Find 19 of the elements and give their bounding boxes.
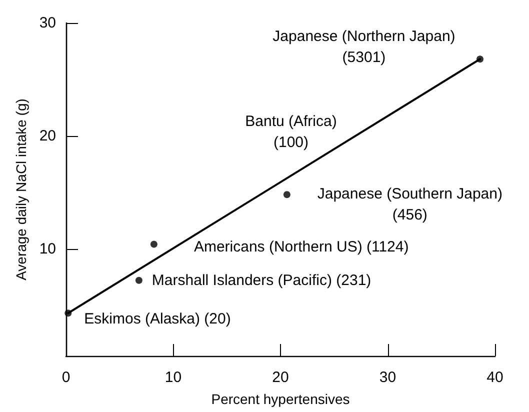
point <box>283 191 290 198</box>
y-tick-label: 10 <box>39 240 56 258</box>
x-tick-label: 30 <box>379 369 396 386</box>
x-tick-label: 10 <box>164 369 182 386</box>
point <box>150 240 158 248</box>
x-tick-label: 0 <box>62 369 70 386</box>
x-tick-label: 40 <box>486 369 504 386</box>
y-tick-label: 20 <box>39 127 56 144</box>
annotation: Marshall Islanders (Pacific) (231) <box>152 272 372 289</box>
annotation: Japanese (Northern Japan) (5301) <box>272 28 456 66</box>
point <box>135 276 142 284</box>
y-axis-title: Average daily NaCl intake (g) <box>13 98 29 280</box>
annotation: Bantu (Africa) (100) <box>245 113 337 151</box>
x-tick-label: 20 <box>272 369 289 386</box>
annotation: Japanese (Southern Japan) (456) <box>317 186 503 224</box>
annotation: Eskimos (Alaska) (20) <box>84 310 231 328</box>
y-tick-label: 30 <box>39 14 56 32</box>
x-axis-title: Percent hypertensives <box>211 391 350 407</box>
annotation: Americans (Northern US) (1124) <box>194 238 409 256</box>
